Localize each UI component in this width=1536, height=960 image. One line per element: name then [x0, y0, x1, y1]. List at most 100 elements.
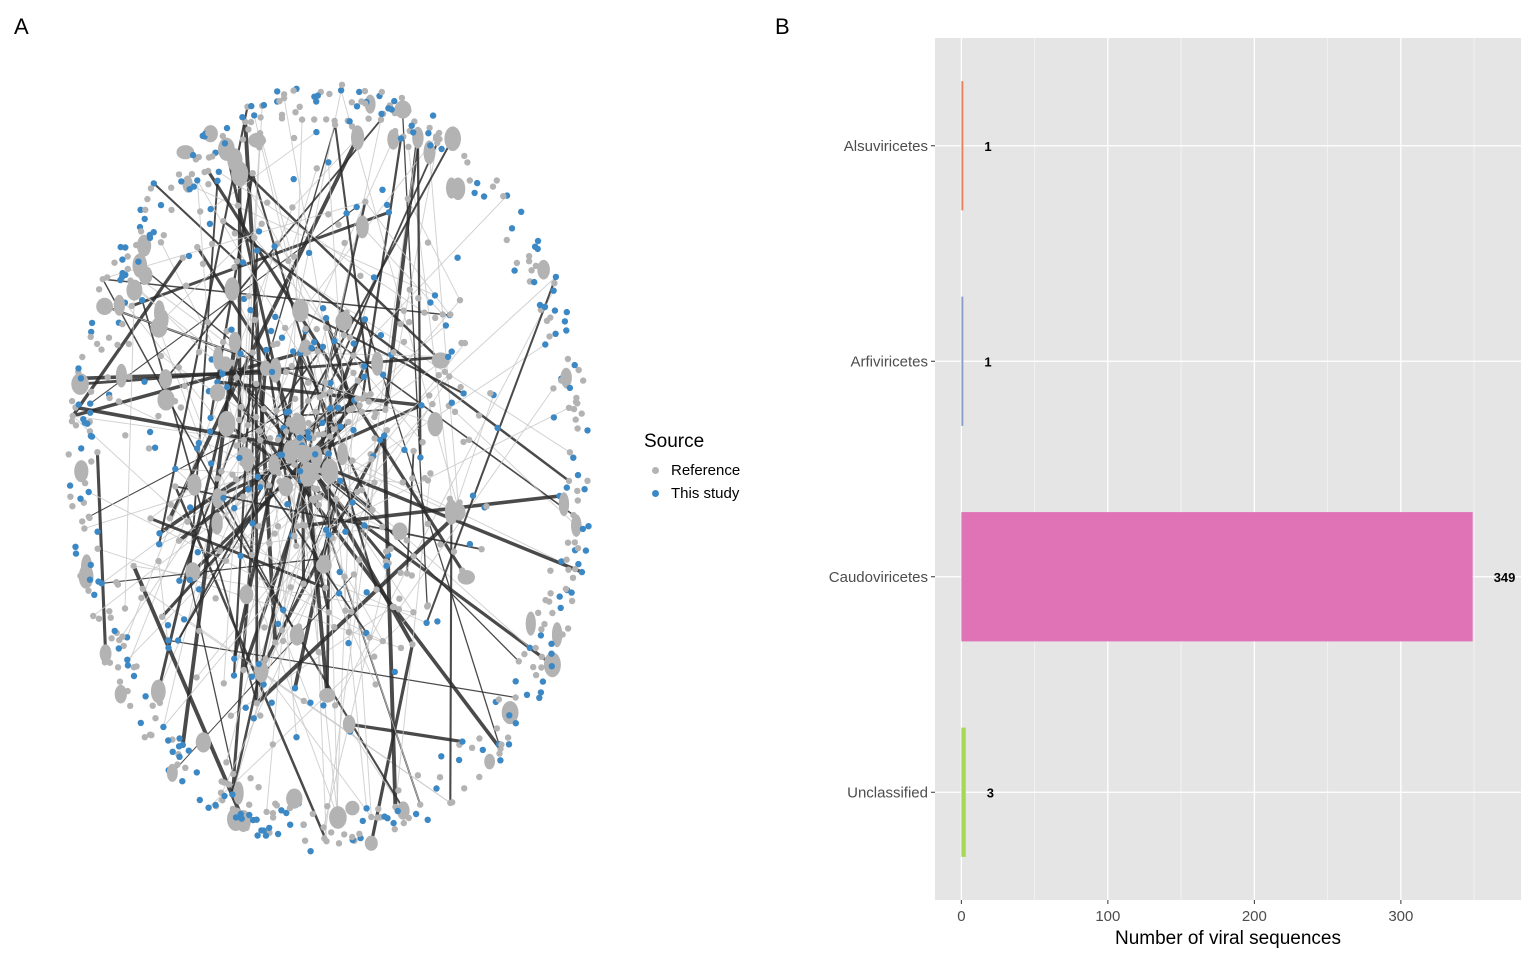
network-node-reference [500, 193, 507, 200]
network-node-reference [94, 545, 101, 552]
network-node-reference [166, 515, 173, 522]
network-node-reference [142, 206, 149, 213]
network-node-this-study [325, 159, 332, 166]
network-edge [89, 206, 358, 405]
network-node-reference [383, 548, 390, 555]
network-node-reference [240, 493, 247, 500]
network-node-this-study [239, 114, 246, 121]
network-node-reference [67, 493, 74, 500]
network-node-reference [302, 455, 310, 462]
network-node-reference [125, 340, 133, 348]
network-node-this-study [305, 249, 313, 257]
network-node-reference [584, 477, 591, 484]
network-edge [217, 380, 422, 408]
network-edge [452, 394, 495, 514]
legend-item-reference: Reference [644, 459, 740, 482]
network-node-this-study [337, 423, 344, 430]
network-node-this-study [278, 807, 285, 814]
network-node-reference [565, 566, 572, 573]
network-node-this-study [262, 832, 270, 839]
network-node-reference [487, 390, 494, 397]
network-node-reference [104, 647, 111, 654]
network-node-reference [341, 573, 348, 580]
network-nodes [65, 81, 592, 855]
network-node-reference [251, 234, 258, 241]
network-node-this-study [539, 678, 547, 685]
network-node-this-study [550, 287, 557, 294]
network-node-reference [356, 402, 363, 409]
network-node-this-study [250, 715, 257, 722]
network-node-this-study [141, 378, 148, 385]
network-node-reference [521, 650, 528, 658]
network-node-this-study [189, 151, 197, 159]
network-node-this-study [231, 655, 238, 662]
network-node-reference [410, 609, 417, 616]
network-node-reference [87, 388, 95, 395]
network-node-this-study [325, 531, 332, 538]
network-node-this-study [194, 549, 201, 556]
network-node-this-study [267, 327, 275, 335]
network-node-reference [367, 390, 374, 398]
network-node-cluster [286, 788, 303, 809]
network-node-reference [133, 241, 140, 249]
network-node-this-study [561, 318, 569, 325]
network-node-reference [182, 764, 189, 771]
network-edge [401, 97, 428, 607]
network-node-this-study [325, 450, 332, 457]
network-node-reference [212, 595, 219, 602]
network-node-reference [391, 826, 398, 833]
network-node-this-study [247, 306, 254, 314]
network-edge [308, 422, 327, 842]
network-node-this-study [119, 256, 126, 263]
network-node-this-study [229, 791, 236, 798]
network-node-reference [349, 457, 356, 464]
network-node-reference [432, 314, 439, 322]
network-node-reference [175, 171, 183, 178]
network-node-this-study [221, 792, 228, 800]
network-node-this-study [256, 484, 264, 491]
network-node-reference [335, 840, 343, 847]
network-node-this-study [512, 678, 519, 685]
network-node-this-study [91, 591, 98, 598]
network-node-reference [290, 87, 297, 94]
network-node-reference [158, 613, 166, 620]
network-edge [168, 136, 360, 520]
network-edge [233, 327, 327, 676]
network-node-reference [456, 297, 464, 304]
network-node-reference [301, 837, 309, 844]
network-node-reference [338, 81, 346, 88]
network-node-this-study [370, 274, 378, 281]
network-node-this-study [536, 301, 544, 309]
network-node-reference [266, 540, 273, 547]
network-edge [133, 565, 414, 613]
network-node-reference [233, 374, 240, 381]
network-node-this-study [466, 540, 474, 548]
network-node-reference [542, 596, 549, 604]
network-node-reference [106, 394, 113, 402]
network-node-reference [316, 394, 323, 401]
network-node-reference [122, 432, 129, 439]
network-node-this-study [75, 401, 82, 408]
network-node-reference [137, 228, 145, 235]
network-node-reference [361, 100, 369, 107]
network-node-this-study [87, 400, 94, 407]
network-node-reference [271, 530, 278, 537]
network-node-reference [332, 702, 339, 709]
network-node-reference [270, 341, 277, 348]
network-node-reference [193, 674, 200, 681]
network-node-reference [565, 404, 573, 411]
legend-item-this-study: This study [644, 482, 740, 505]
network-node-reference [266, 435, 274, 442]
network-node-reference [248, 551, 256, 559]
data-label-arfiviricetes: 1 [984, 354, 991, 369]
network-node-this-study [391, 668, 398, 676]
network-node-reference [296, 103, 303, 110]
network-node-reference [249, 170, 256, 177]
network-node-this-study [254, 473, 261, 481]
network-node-cluster [185, 562, 201, 582]
network-node-this-study [207, 205, 214, 213]
network-node-reference [346, 334, 354, 341]
network-node-this-study [169, 748, 176, 755]
network-edge [131, 210, 390, 308]
network-node-reference [356, 830, 363, 837]
